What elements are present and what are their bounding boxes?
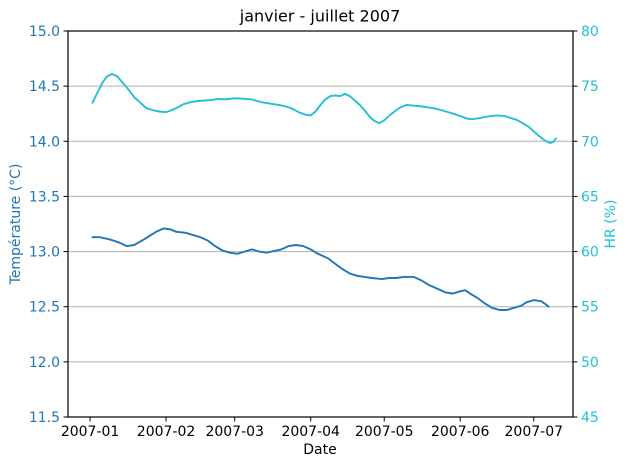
x-tick-label: 2007-02 — [137, 424, 196, 440]
left-tick-label: 12.0 — [29, 355, 60, 371]
left-tick-label: 14.0 — [29, 134, 60, 150]
y-axis-label-right: HR (%) — [603, 199, 619, 249]
x-tick-label: 2007-06 — [431, 424, 490, 440]
x-tick-label: 2007-04 — [281, 424, 340, 440]
series-line-left — [91, 227, 550, 311]
x-tick-label: 2007-01 — [61, 424, 120, 440]
right-tick-label: 70 — [581, 134, 599, 150]
left-tick-label: 12.5 — [29, 300, 60, 316]
right-tick-label: 45 — [581, 410, 599, 426]
right-tick-label: 80 — [581, 24, 599, 40]
right-tick-label: 60 — [581, 245, 599, 261]
left-tick-label: 13.5 — [29, 189, 60, 205]
x-tick-label: 2007-03 — [205, 424, 264, 440]
right-tick-label: 75 — [581, 79, 599, 95]
x-axis-label: Date — [303, 442, 337, 458]
left-tick-label: 14.5 — [29, 79, 60, 95]
x-tick-label: 2007-07 — [505, 424, 564, 440]
plot-border — [67, 30, 574, 418]
left-tick-label: 13.0 — [29, 245, 60, 261]
left-tick-label: 15.0 — [29, 24, 60, 40]
right-tick-label: 50 — [581, 355, 599, 371]
x-tick-label: 2007-05 — [355, 424, 414, 440]
series-line-right — [91, 73, 557, 144]
y-axis-label-left: Température (°C) — [8, 163, 24, 285]
right-tick-label: 65 — [581, 189, 599, 205]
right-tick-label: 55 — [581, 300, 599, 316]
chart-title: janvier - juillet 2007 — [239, 6, 401, 26]
left-tick-label: 11.5 — [29, 410, 60, 426]
